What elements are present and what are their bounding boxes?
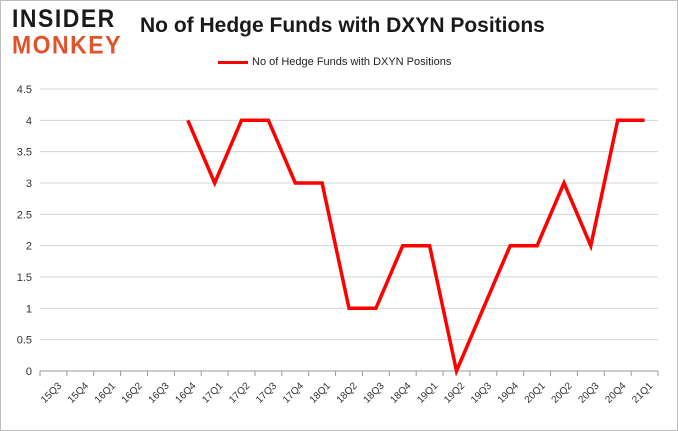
x-tick-label: 20Q1 (523, 380, 548, 405)
x-tick-label: 19Q4 (496, 380, 521, 405)
axes (39, 370, 659, 376)
y-tick-label: 3.5 (17, 147, 32, 159)
x-tick-label: 17Q3 (254, 380, 279, 405)
x-tick-label: 18Q3 (362, 380, 387, 405)
x-tick-label: 16Q1 (93, 380, 118, 405)
x-tick-label: 19Q1 (415, 380, 440, 405)
x-tick-label: 20Q4 (603, 380, 628, 405)
x-tick-label: 17Q4 (281, 380, 306, 405)
x-tick-label: 18Q4 (388, 380, 413, 405)
logo-line-2: MONKEY (12, 30, 122, 60)
x-tick-label: 17Q1 (200, 380, 225, 405)
legend-swatch (218, 60, 248, 64)
y-tick-label: 3 (26, 178, 32, 190)
x-tick-labels: 15Q3 15Q4 16Q1 16Q2 16Q3 16Q4 17Q1 17Q2 17Q3 17Q4… (39, 380, 656, 405)
y-tick-label: 0 (26, 366, 32, 378)
chart-title: No of Hedge Funds with DXYN Positions (140, 14, 545, 37)
legend-label: No of Hedge Funds with DXYN Positions (252, 56, 452, 68)
y-tick-label: 1.5 (17, 272, 32, 284)
y-tick-label: 4 (26, 115, 32, 127)
logo-line-1: INSIDER (12, 3, 116, 33)
x-tick-label: 15Q4 (66, 380, 91, 405)
insider-monkey-logo: INSIDER MONKEY (12, 3, 128, 60)
gridlines (40, 88, 658, 341)
series-line-dxyn (186, 118, 645, 377)
y-tick-labels: 0 0.5 1 1.5 2 2.5 3 3.5 4 4.5 (17, 84, 32, 378)
y-tick-label: 0.5 (17, 335, 32, 347)
x-tick-label: 16Q2 (120, 380, 145, 405)
x-tick-label: 19Q2 (442, 380, 467, 405)
y-tick-label: 1 (26, 303, 32, 315)
x-tick-label: 16Q4 (173, 380, 198, 405)
y-tick-label: 4.5 (17, 84, 32, 96)
x-tick-label: 20Q2 (550, 380, 575, 405)
x-tick-label: 16Q3 (147, 380, 172, 405)
x-tick-label: 17Q2 (227, 380, 252, 405)
y-tick-label: 2.5 (17, 209, 32, 221)
x-tick-label: 19Q3 (469, 380, 494, 405)
series-lines (186, 118, 645, 377)
x-tick-label: 18Q1 (308, 380, 333, 405)
y-tick-label: 2 (26, 241, 32, 253)
chart-legend: No of Hedge Funds with DXYN Positions (218, 55, 451, 69)
x-tick-label: 20Q3 (577, 380, 602, 405)
x-tick-label: 18Q2 (335, 380, 360, 405)
x-tick-label: 15Q3 (39, 380, 64, 405)
x-tick-label: 21Q1 (630, 380, 655, 405)
